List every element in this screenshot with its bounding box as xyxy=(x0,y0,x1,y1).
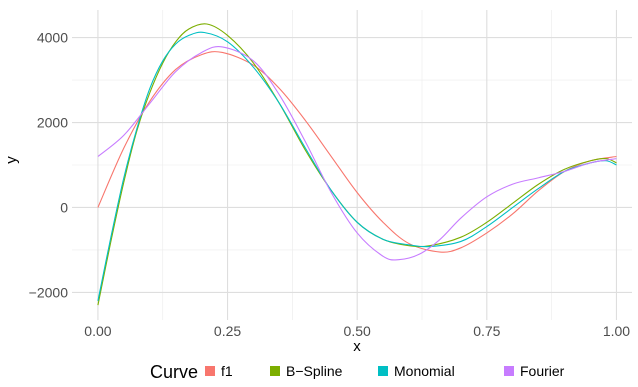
series-line-3 xyxy=(97,46,617,261)
y-tick-label: 2000 xyxy=(37,115,68,131)
y-tick-label: 4000 xyxy=(37,30,68,46)
x-tick-label: 0.75 xyxy=(473,323,500,339)
x-tick-label: 0.50 xyxy=(344,323,371,339)
x-axis-title: x xyxy=(353,338,361,355)
series-lines xyxy=(97,23,617,306)
x-tick-label: 1.00 xyxy=(603,323,630,339)
legend-label-3: Fourier xyxy=(520,363,565,379)
y-tick-label: −2000 xyxy=(29,284,69,300)
legend-key-1 xyxy=(270,366,280,376)
grid xyxy=(72,10,632,320)
legend-label-1: B−Spline xyxy=(286,363,343,379)
y-axis-ticks: −2000 0 2000 4000 xyxy=(29,30,69,301)
legend-key-3 xyxy=(504,366,514,376)
y-axis-title: y xyxy=(3,156,20,164)
series-line-2 xyxy=(97,31,617,301)
legend: Curve f1 B−Spline Monomial Fourier xyxy=(150,362,565,382)
x-tick-label: 0.00 xyxy=(84,323,111,339)
series-line-0 xyxy=(97,51,617,253)
x-axis-ticks: 0.00 0.25 0.50 0.75 1.00 xyxy=(84,323,630,339)
legend-key-2 xyxy=(378,366,388,376)
legend-label-2: Monomial xyxy=(394,363,455,379)
y-tick-label: 0 xyxy=(60,199,68,215)
legend-key-0 xyxy=(205,366,215,376)
x-tick-label: 0.25 xyxy=(214,323,241,339)
series-line-1 xyxy=(97,23,617,306)
legend-title: Curve xyxy=(150,362,198,382)
legend-label-0: f1 xyxy=(221,363,233,379)
